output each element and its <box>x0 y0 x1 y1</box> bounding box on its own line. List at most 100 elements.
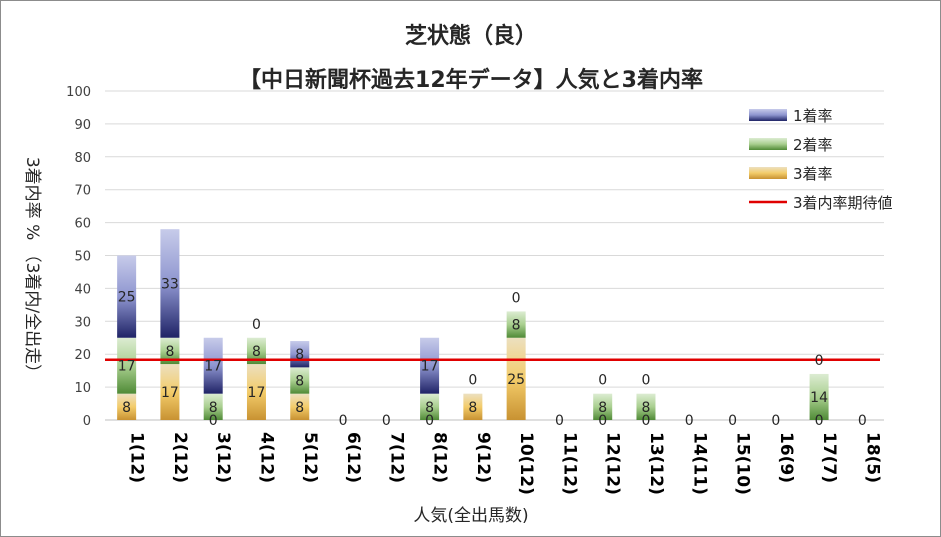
data-label: 8 <box>512 318 521 334</box>
data-label: 0 <box>771 413 780 429</box>
bar-segment <box>636 393 656 420</box>
x-tick-label: 17(7) <box>819 432 839 483</box>
bar-segment <box>290 393 310 420</box>
data-label: 17 <box>421 359 439 375</box>
x-tick-label: 15(10) <box>733 432 753 495</box>
x-axis-ticks: 1(12) 2(12) 3(12) 4(12) 5(12) 6(12) 7(12) 8(12)… <box>127 432 883 495</box>
x-tick-label: 7(12) <box>386 432 406 483</box>
x-tick-label: 11(12) <box>559 432 579 495</box>
bar-segment <box>463 393 483 420</box>
data-label: 0 <box>815 413 824 429</box>
x-tick-label: 16(9) <box>776 432 796 483</box>
x-tick-label: 1(12) <box>127 432 147 483</box>
data-label: 8 <box>209 400 218 416</box>
data-label: 25 <box>118 290 136 306</box>
x-tick-label: 12(12) <box>603 432 623 495</box>
data-label: 0 <box>598 413 607 429</box>
data-label: 8 <box>165 344 174 360</box>
bar-segment <box>160 364 180 420</box>
y-tick-label: 30 <box>74 315 91 330</box>
legend-label: 3着内率期待値 <box>793 194 893 212</box>
data-label: 0 <box>252 317 261 333</box>
y-axis-ticks: 0 10 20 30 40 50 60 70 80 90 100 <box>66 85 91 429</box>
bar-segment <box>809 373 829 420</box>
x-tick-label: 14(11) <box>689 432 709 495</box>
bar-segment <box>117 393 137 420</box>
bar-segment <box>246 364 266 420</box>
bar-segment <box>290 367 310 394</box>
x-tick-label: 5(12) <box>300 432 320 483</box>
bars <box>117 229 829 420</box>
data-label: 0 <box>685 413 694 429</box>
gridlines <box>105 90 884 421</box>
data-label: 17 <box>161 385 179 401</box>
bar-segment <box>420 393 440 420</box>
legend-swatch <box>749 167 787 179</box>
data-label: 0 <box>209 413 218 429</box>
y-tick-label: 100 <box>66 85 91 100</box>
data-label: 0 <box>598 373 607 389</box>
data-label: 33 <box>161 276 179 292</box>
legend-label: 1着率 <box>793 107 833 125</box>
data-label: 0 <box>815 353 824 369</box>
legend: 1着率 2着率 3着率 3着内率期待値 <box>749 107 893 212</box>
data-label: 0 <box>858 413 867 429</box>
bar-segment <box>117 255 137 338</box>
data-label: 17 <box>118 359 136 375</box>
bar-segment <box>117 337 137 394</box>
y-tick-label: 60 <box>74 217 91 232</box>
x-tick-label: 9(12) <box>473 432 493 483</box>
y-tick-label: 20 <box>74 348 91 363</box>
data-label: 25 <box>507 372 525 388</box>
data-label: 17 <box>204 359 222 375</box>
x-tick-label: 13(12) <box>646 432 666 495</box>
x-tick-label: 6(12) <box>343 432 363 483</box>
data-label: 8 <box>425 400 434 416</box>
bar-segment <box>203 337 223 394</box>
data-label: 0 <box>339 413 348 429</box>
bar-segment <box>203 393 223 420</box>
data-label: 8 <box>295 374 304 390</box>
legend-label: 3着率 <box>793 165 833 183</box>
data-label: 8 <box>642 400 651 416</box>
data-label: 0 <box>382 413 391 429</box>
y-tick-label: 0 <box>83 414 91 429</box>
chart-subtitle: 【中日新聞杯過去12年データ】人気と3着内率 <box>239 67 703 93</box>
data-label: 8 <box>295 347 304 363</box>
legend-label: 2着率 <box>793 136 833 154</box>
y-tick-label: 40 <box>74 282 91 297</box>
bar-segment <box>420 337 440 394</box>
data-label: 0 <box>512 290 521 306</box>
x-tick-label: 10(12) <box>516 432 536 495</box>
bar-segment <box>246 337 266 365</box>
y-tick-label: 90 <box>74 118 91 133</box>
y-tick-label: 80 <box>74 151 91 166</box>
data-label: 8 <box>468 400 477 416</box>
data-label: 0 <box>555 413 564 429</box>
data-label: 0 <box>642 413 651 429</box>
x-tick-label: 4(12) <box>256 432 276 483</box>
data-label: 14 <box>810 390 828 406</box>
chart-title: 芝状態（良） <box>405 23 537 49</box>
x-tick-label: 8(12) <box>430 432 450 483</box>
legend-swatch <box>749 138 787 150</box>
x-tick-label: 18(5) <box>862 432 882 483</box>
data-label: 0 <box>425 413 434 429</box>
data-label: 0 <box>642 373 651 389</box>
x-tick-label: 2(12) <box>170 432 190 483</box>
bar-segment <box>160 337 180 365</box>
y-tick-label: 10 <box>74 381 91 396</box>
y-axis-title: 3着内率 % （3着内/全出走） <box>22 157 42 381</box>
data-label: 17 <box>248 385 266 401</box>
bar-segment <box>593 393 613 420</box>
legend-swatch <box>749 109 787 121</box>
data-label: 8 <box>122 400 131 416</box>
bar-segment <box>506 311 526 338</box>
x-tick-label: 3(12) <box>213 432 233 483</box>
bar-segment <box>160 229 180 338</box>
y-tick-label: 50 <box>74 250 91 265</box>
data-label: 0 <box>468 373 477 389</box>
